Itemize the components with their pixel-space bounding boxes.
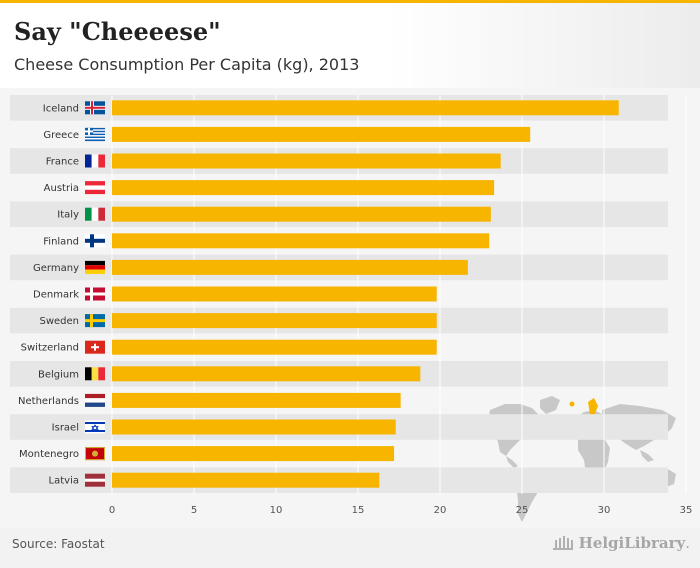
montenegro-flag-icon	[85, 447, 105, 461]
latvia-flag-icon	[85, 473, 105, 487]
x-tick-label: 10	[270, 505, 283, 516]
bar-sweden	[112, 313, 437, 329]
library-building-icon	[552, 536, 573, 550]
bar-switzerland	[112, 339, 437, 355]
iceland-flag-icon	[85, 101, 105, 115]
chart-title: Say "Cheeeese"	[14, 17, 221, 46]
x-tick-label: 5	[191, 505, 197, 516]
top-accent-bar	[0, 0, 700, 3]
chart-area: Iceland Greece France Austria Italy Finland Ge…	[0, 88, 700, 528]
category-label-latvia: Latvia	[49, 476, 79, 487]
x-axis-ticks: 0 5 10 15 20 25 30 35	[109, 505, 693, 516]
bar-germany	[112, 259, 468, 275]
map-highlight-iceland	[569, 401, 575, 407]
france-flag-icon	[85, 154, 105, 168]
finland-flag-icon	[85, 234, 105, 248]
category-label-belgium: Belgium	[38, 369, 79, 380]
flag-icons	[85, 101, 105, 487]
bar-montenegro	[112, 446, 395, 462]
switzerland-flag-icon	[85, 340, 105, 354]
x-tick-label: 20	[434, 505, 447, 516]
category-label-greece: Greece	[43, 130, 79, 141]
map-southeast-asia	[640, 450, 654, 462]
x-tick-label: 0	[109, 505, 115, 516]
category-label-denmark: Denmark	[33, 290, 79, 301]
bar-israel	[112, 419, 396, 435]
category-label-italy: Italy	[57, 210, 79, 221]
greece-flag-icon	[85, 127, 105, 142]
x-tick-label: 25	[516, 505, 529, 516]
x-tick-label: 35	[680, 505, 693, 516]
bar-latvia	[112, 472, 380, 488]
map-central-america	[506, 456, 518, 468]
category-label-austria: Austria	[44, 183, 79, 194]
x-tick-label: 30	[598, 505, 611, 516]
brand-suffix: .	[685, 534, 690, 552]
map-highlight-scandinavia	[588, 398, 598, 416]
category-label-israel: Israel	[52, 423, 79, 434]
category-labels: Iceland Greece France Austria Italy Finland Ge…	[18, 103, 79, 486]
category-label-germany: Germany	[33, 263, 79, 274]
bars	[112, 100, 619, 488]
brand-name: HelgiLibrary	[578, 534, 686, 552]
category-label-iceland: Iceland	[43, 103, 79, 114]
source-note: Source: Faostat	[12, 537, 105, 551]
bar-austria	[112, 180, 495, 196]
sweden-flag-icon	[85, 314, 105, 328]
category-label-montenegro: Montenegro	[19, 449, 79, 460]
map-greenland	[540, 396, 560, 414]
bar-chart: Iceland Greece France Austria Italy Finland Ge…	[10, 95, 693, 522]
austria-flag-icon	[85, 181, 105, 195]
belgium-flag-icon	[85, 367, 105, 381]
category-label-finland: Finland	[43, 236, 79, 247]
bar-italy	[112, 206, 491, 222]
bar-netherlands	[112, 392, 401, 408]
germany-flag-icon	[85, 260, 105, 274]
bar-iceland	[112, 100, 619, 116]
israel-flag-icon	[85, 420, 105, 434]
bar-belgium	[112, 366, 421, 382]
chart-subtitle: Cheese Consumption Per Capita (kg), 2013	[14, 55, 360, 74]
bar-france	[112, 153, 501, 169]
bar-denmark	[112, 286, 437, 302]
denmark-flag-icon	[85, 287, 105, 301]
bar-greece	[112, 126, 531, 142]
italy-flag-icon	[85, 207, 105, 221]
category-label-france: France	[46, 157, 79, 168]
category-label-switzerland: Switzerland	[21, 343, 79, 354]
chart-header: Say "Cheeeese" Cheese Consumption Per Ca…	[0, 3, 700, 88]
category-label-netherlands: Netherlands	[18, 396, 79, 407]
bar-finland	[112, 233, 490, 249]
x-tick-label: 15	[352, 505, 365, 516]
brand-logo[interactable]: HelgiLibrary .	[551, 533, 690, 553]
netherlands-flag-icon	[85, 393, 105, 407]
category-label-sweden: Sweden	[39, 316, 79, 327]
